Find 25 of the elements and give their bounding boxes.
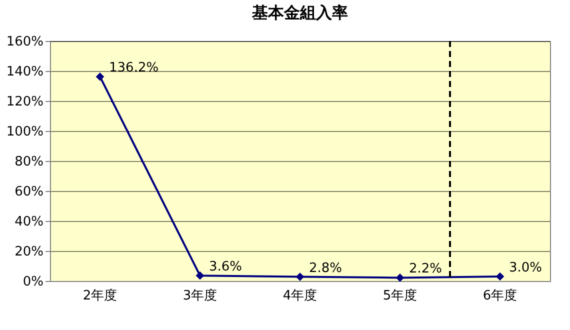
data-label: 136.2% [109, 60, 159, 76]
data-label: 3.6% [209, 260, 242, 275]
point [296, 272, 304, 281]
y-tick-label: 0% [22, 274, 44, 290]
point [496, 272, 504, 281]
data-label: 2.8% [309, 260, 342, 276]
y-tick-label: 40% [14, 214, 44, 230]
y-tick-label: 100% [6, 124, 44, 140]
x-tick-label: 6年度 [482, 288, 518, 304]
y-tick-label: 20% [14, 244, 44, 260]
data-label: 3.0% [509, 260, 542, 276]
point [96, 72, 104, 81]
point [396, 274, 404, 282]
chart-title: 基本金組入率 [251, 3, 348, 22]
y-tick-label: 60% [14, 184, 44, 200]
y-tick-label: 140% [6, 64, 44, 80]
y-tick-label: 120% [6, 94, 44, 110]
x-tick-label: 2年度 [82, 288, 118, 304]
point [196, 271, 204, 280]
x-tick-label: 5年度 [382, 288, 418, 304]
x-tick-label: 4年度 [282, 288, 318, 304]
x-tick-label: 3年度 [182, 288, 218, 304]
y-tick-label: 80% [14, 154, 44, 170]
data-label: 2.2% [409, 262, 442, 277]
y-tick-label: 160% [6, 34, 44, 50]
